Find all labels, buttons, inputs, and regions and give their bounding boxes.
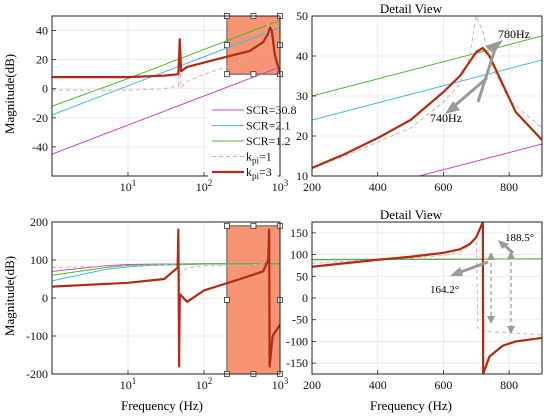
series-line-kpi1 xyxy=(312,16,542,169)
annotation-740hz: 740Hz xyxy=(430,76,488,125)
y-tick-label: -150 xyxy=(286,356,308,370)
y-tick-label: 0 xyxy=(42,82,48,96)
series-line-kpi3 xyxy=(312,222,542,374)
y-tick-label: 200 xyxy=(30,215,48,229)
legend-label-scr308: SCR=30.8 xyxy=(246,103,296,117)
annotation-164: 164.2° xyxy=(430,252,495,324)
series-line-scr12 xyxy=(52,19,280,107)
y-tick-label: 40 xyxy=(36,24,48,38)
annotation-arrowhead xyxy=(485,40,503,54)
y-tick-label: 0 xyxy=(42,291,48,305)
y-tick-label: -20 xyxy=(32,111,48,125)
y-tick-label: 20 xyxy=(296,129,308,143)
x-tick-label: 101 xyxy=(120,178,137,194)
series-line-kpi3 xyxy=(52,228,280,368)
y-axis-label: Magnitude(dB) xyxy=(2,54,17,134)
annotation-arrow xyxy=(476,45,498,103)
panel-bottom-left: -200 -100 0 100 200 101 102 103 Magnitude(dB) F… xyxy=(2,215,289,413)
x-tick-label: 200 xyxy=(303,180,321,194)
x-axis-label: Frequency (Hz) xyxy=(121,398,203,413)
y-tick-label: 150 xyxy=(290,226,308,240)
y-tick-label: 100 xyxy=(30,253,48,267)
x-tick-label: 103 xyxy=(272,178,289,194)
highlight-handle[interactable] xyxy=(250,222,257,229)
series-line-scr12 xyxy=(312,35,542,97)
y-tick-label: 30 xyxy=(296,89,308,103)
annotation-arrowhead xyxy=(445,101,460,114)
panel-top-left: -40 -20 0 20 40 101 102 103 Magnitude(dB) SCR=3… xyxy=(2,13,296,194)
y-tick-label: -50 xyxy=(292,313,308,327)
x-tick-label: 400 xyxy=(369,180,387,194)
highlight-handle[interactable] xyxy=(223,296,230,303)
y-tick-label: -200 xyxy=(26,367,48,381)
series-line-kpi1 xyxy=(312,236,542,336)
x-tick-label: 101 xyxy=(120,376,137,392)
x-tick-label: 600 xyxy=(434,180,452,194)
series-line-scr308 xyxy=(52,66,280,155)
y-tick-label: 0 xyxy=(302,291,308,305)
annotation-arrowhead xyxy=(450,267,463,276)
annotation-188: 188.5° xyxy=(498,232,534,334)
legend-label-scr12: SCR=1.2 xyxy=(246,134,290,148)
y-tick-label: 100 xyxy=(290,248,308,262)
y-tick-label: 20 xyxy=(36,53,48,67)
annotation-label: 780Hz xyxy=(498,27,530,41)
y-tick-label: 50 xyxy=(296,269,308,283)
annotation-arrowhead xyxy=(487,252,495,260)
y-tick-label: -40 xyxy=(32,140,48,154)
x-tick-label: 800 xyxy=(500,180,518,194)
annotation-label: 188.5° xyxy=(505,232,534,244)
annotation-arrowhead xyxy=(498,240,509,249)
panel-title: Detail View xyxy=(380,207,443,222)
annotation-arrowhead xyxy=(507,326,515,334)
x-tick-label: 600 xyxy=(434,378,452,392)
series-line-kpi3 xyxy=(52,26,280,79)
axes-frame xyxy=(51,15,281,177)
x-tick-label: 102 xyxy=(196,376,213,392)
annotation-label: 164.2° xyxy=(430,284,459,296)
annotation-label: 740Hz xyxy=(430,111,462,125)
legend-box xyxy=(208,98,278,178)
series-line-scr21 xyxy=(312,59,542,121)
x-axis-label: Frequency (Hz) xyxy=(370,398,452,413)
y-tick-label: -100 xyxy=(26,329,48,343)
annotation-780hz: 780Hz xyxy=(476,27,530,103)
x-tick-label: 102 xyxy=(196,178,213,194)
annotation-arrow xyxy=(451,76,488,110)
series-line-scr308 xyxy=(417,143,542,176)
x-tick-label: 400 xyxy=(369,378,387,392)
annotation-arrow xyxy=(457,260,489,275)
y-tick-label: 40 xyxy=(296,49,308,63)
y-tick-label: 10 xyxy=(296,169,308,183)
highlight-handle[interactable] xyxy=(223,71,230,78)
highlight-handle[interactable] xyxy=(223,222,230,229)
x-tick-label: 800 xyxy=(500,378,518,392)
annotation-arrowhead xyxy=(507,251,515,259)
series-line-kpi3 xyxy=(312,46,542,170)
series-line-scr12 xyxy=(312,258,542,261)
y-tick-label: 50 xyxy=(296,9,308,23)
y-tick-label: -100 xyxy=(286,334,308,348)
panel-bottom-right: -150 -100 -50 0 50 100 150 200 400 600 800 Detail … xyxy=(286,207,543,413)
panel-top-right: 10 20 30 40 50 200 400 600 800 Detail View 780Hz… xyxy=(296,1,543,194)
annotation-arrowhead xyxy=(487,316,495,324)
legend-label-kpi3: kpi=3 xyxy=(246,165,272,181)
y-axis-label: Magnitude(dB) xyxy=(2,256,17,336)
panel-title: Detail View xyxy=(380,1,443,16)
x-tick-label: 200 xyxy=(303,378,321,392)
x-tick-label: 103 xyxy=(272,376,289,392)
legend-label-kpi1: kpi=1 xyxy=(246,150,272,166)
legend-label-scr21: SCR=2.1 xyxy=(246,119,290,133)
series-line-scr21 xyxy=(52,27,280,116)
